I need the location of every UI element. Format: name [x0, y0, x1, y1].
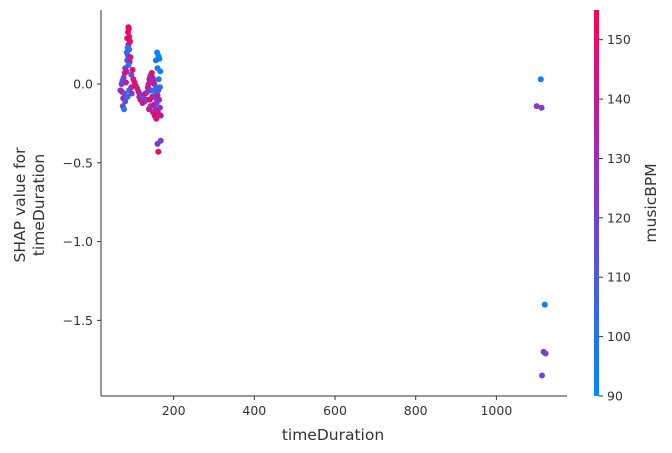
data-point	[124, 93, 131, 100]
x-tick-label: 400	[242, 403, 266, 418]
data-point	[539, 372, 545, 379]
x-axis-ticks: 200 400 600 800 1000	[162, 396, 512, 418]
y-axis-ticks: 0.0 −0.5 −1.0 −1.5	[63, 77, 101, 328]
data-point	[128, 90, 135, 97]
colorbar-tick-label: 90	[607, 389, 623, 404]
data-point	[145, 81, 152, 87]
scatter-points	[117, 24, 549, 379]
data-point	[156, 55, 163, 62]
data-point	[542, 350, 549, 357]
data-point	[121, 106, 127, 113]
y-tick-label: −0.5	[63, 155, 93, 170]
colorbar-tick-label: 150	[607, 32, 631, 47]
colorbar-ticks: 90 100 110 120 130 140 150	[599, 32, 631, 404]
data-point	[129, 66, 136, 73]
y-tick-label: −1.5	[63, 313, 93, 328]
data-point	[148, 70, 155, 76]
x-tick-label: 800	[404, 403, 428, 418]
colorbar-tick-label: 100	[607, 329, 631, 344]
data-point	[157, 68, 164, 75]
data-point	[155, 148, 162, 155]
data-point	[153, 84, 160, 91]
y-tick-label: −1.0	[63, 234, 93, 249]
data-point	[533, 103, 540, 110]
x-tick-label: 1000	[480, 403, 512, 418]
data-point	[146, 96, 153, 103]
data-point	[157, 137, 164, 144]
data-point	[538, 104, 545, 111]
x-tick-label: 600	[323, 403, 347, 418]
data-point	[122, 98, 129, 105]
x-tick-label: 200	[162, 403, 186, 418]
y-axis-label-line-1: SHAP value for	[11, 147, 29, 263]
y-axis-label-line-2: timeDuration	[30, 154, 48, 256]
data-point	[155, 76, 162, 83]
data-point	[153, 115, 160, 122]
x-axis-label: timeDuration	[282, 426, 384, 444]
data-point	[154, 92, 161, 99]
data-point	[157, 112, 164, 119]
colorbar-label: musicBPM	[642, 163, 660, 242]
data-point	[156, 96, 163, 103]
y-tick-label: 0.0	[73, 77, 93, 92]
colorbar-tick-label: 110	[607, 270, 631, 285]
data-point	[123, 79, 129, 86]
data-point	[121, 70, 128, 76]
colorbar-tick-label: 130	[607, 151, 631, 166]
data-point	[125, 29, 131, 36]
data-point	[541, 301, 548, 308]
colorbar-tick-label: 120	[607, 210, 631, 225]
colorbar-tick-label: 140	[607, 92, 631, 107]
data-point	[156, 104, 163, 111]
data-point	[537, 76, 544, 83]
colorbar	[594, 10, 599, 396]
data-point	[128, 71, 135, 78]
